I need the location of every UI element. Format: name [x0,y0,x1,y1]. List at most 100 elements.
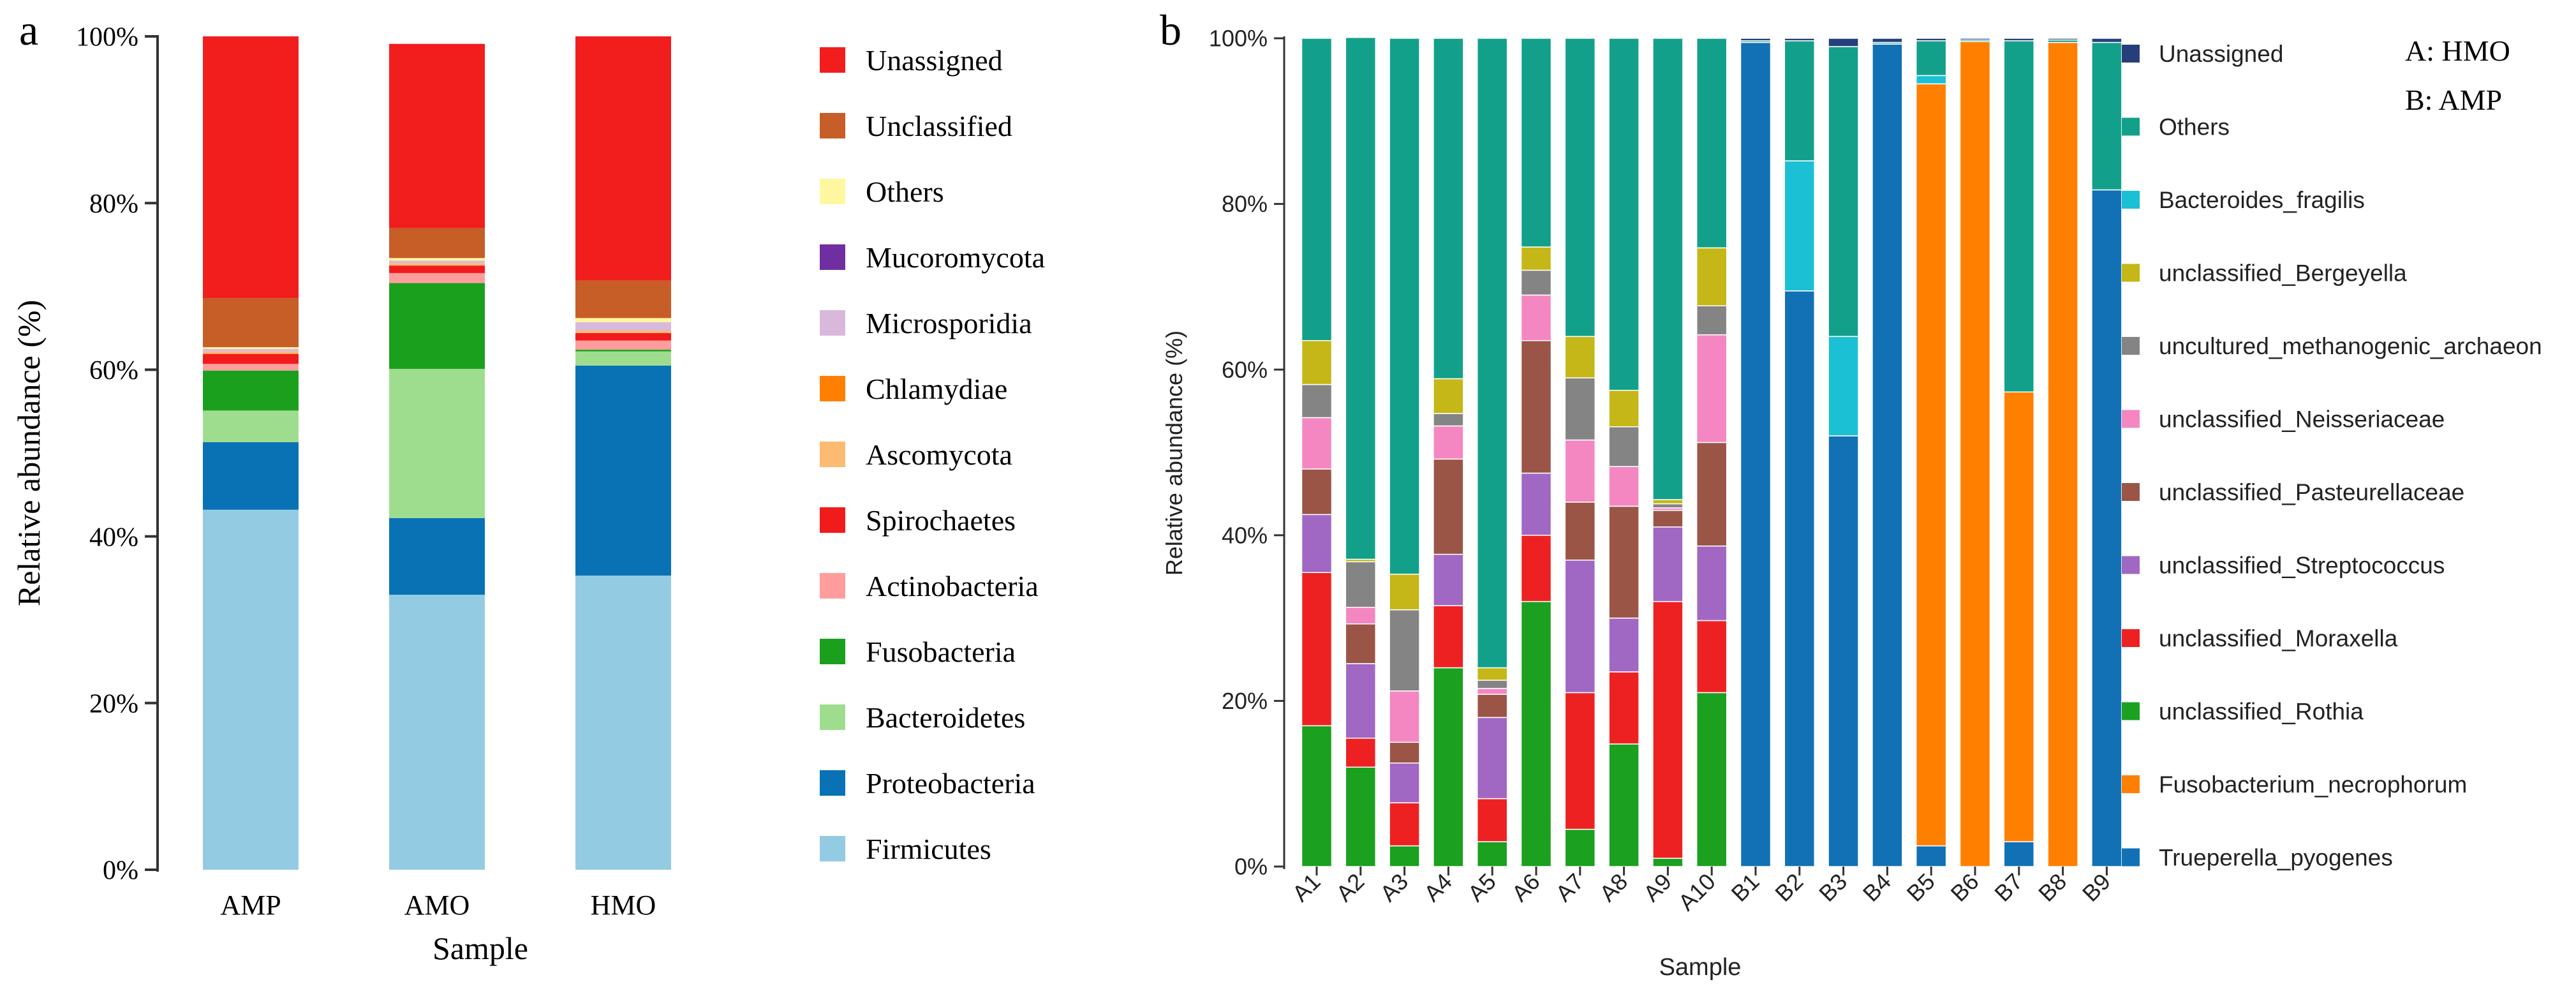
a-legend-swatch-proteobacteria [820,770,845,796]
b-bar-a10-unclassified-moraxella [1696,620,1728,694]
b-bar-a8-uncultured-methanogenic-archaeon [1608,426,1640,467]
b-x-tick-label: B6 [1946,868,1984,907]
b-bar-a6-unclassified-bergeyella [1520,246,1552,271]
b-bar-a2-unclassified-pasteurellaceae [1345,623,1377,664]
b-bar-b7-unassigned [2003,38,2035,41]
b-bar-a8-unclassified-pasteurellaceae [1608,505,1640,619]
b-bar-a7-unclassified-neisseriaceae [1564,439,1596,503]
b-bar-a4-unclassified-pasteurellaceae [1433,458,1464,555]
a-legend-swatch-unclassified [820,113,845,138]
b-bar-a9-unclassified-bergeyella [1652,499,1684,505]
a-legend-label-firmicutes: Firmicutes [866,833,991,865]
b-x-tick-label: A4 [1419,868,1457,907]
b-x-tick-label: A2 [1331,868,1369,907]
a-y-tick-label: 20% [89,690,138,719]
a-bar-amp-proteobacteria [203,442,299,510]
b-bar-b8-fusobacterium-necrophorum [2047,41,2078,867]
b-bar-a1-unclassified-streptococcus [1301,514,1333,573]
b-bar-a1-unclassified-bergeyella [1301,340,1333,385]
b-bar-a2-unclassified-streptococcus [1345,663,1377,739]
a-bar-hmo-unassigned [575,36,671,281]
a-bar-amo-bacteroidetes [389,369,485,518]
b-bar-a10-unclassified-pasteurellaceae [1696,442,1728,547]
a-legend-swatch-mucoromycota [820,244,845,270]
panel-b-x-axis-title: Sample [1659,954,1742,981]
b-bar-a9-uncultured-methanogenic-archaeon [1652,503,1684,509]
b-bar-a10-uncultured-methanogenic-archaeon [1696,305,1728,336]
panel-b-y-axis-title: Relative abundance (%) [1161,331,1187,576]
b-bar-a3-unclassified-streptococcus [1389,763,1420,803]
a-bar-amp-microsporidia [203,348,299,352]
b-bar-a5-unclassified-pasteurellaceae [1476,694,1508,719]
a-bar-amo-proteobacteria [389,518,485,595]
b-bar-a5-unclassified-moraxella [1476,798,1508,842]
b-bar-a1-others [1301,38,1333,341]
a-legend-label-proteobacteria: Proteobacteria [866,767,1035,800]
b-bar-a7-unclassified-bergeyella [1564,336,1596,378]
a-legend-label-microsporidia: Microsporidia [866,307,1032,339]
a-legend-swatch-unassigned [820,47,845,73]
b-x-tick-label: B2 [1770,868,1808,907]
b-x-tick-label: A10 [1673,868,1721,916]
a-legend-label-spirochaetes: Spirochaetes [866,504,1016,537]
b-bar-a1-unclassified-neisseriaceae [1301,417,1333,470]
a-legend-label-chlamydiae: Chlamydiae [866,373,1007,405]
a-bar-amp-others [203,347,299,349]
a-y-tick-label: 80% [89,190,138,219]
b-bar-b5-trueperella-pyogenes [1915,845,1947,867]
b-bar-a7-unclassified-pasteurellaceae [1564,502,1596,561]
b-bar-b7-fusobacterium-necrophorum [2003,391,2035,842]
b-bar-b8-unassigned [2047,38,2078,41]
a-y-tick-label: 40% [89,523,138,552]
b-bar-a5-unclassified-bergeyella [1476,667,1508,681]
b-bar-b6-unassigned [1959,38,1991,41]
a-bar-hmo-fusobacteria [575,350,671,352]
b-bar-a4-uncultured-methanogenic-archaeon [1433,413,1464,427]
b-legend-swatch-uncultured-methanogenic-archaeon [2122,337,2140,355]
a-legend-label-unclassified: Unclassified [866,110,1012,142]
b-legend-label-bacteroides-fragilis: Bacteroides_fragilis [2159,187,2365,213]
a-bar-hmo-actinobacteria [575,340,671,350]
panel-b-annotation-b: B: AMP [2405,84,2502,116]
b-legend-label-unclassified-moraxella: unclassified_Moraxella [2159,625,2398,652]
a-bar-amo-actinobacteria [389,272,485,283]
b-bar-a10-unclassified-bergeyella [1696,247,1728,307]
b-x-tick-label: A1 [1287,868,1326,907]
b-bar-b5-unassigned [1915,38,1947,41]
b-bar-a9-others [1652,38,1684,500]
a-x-tick-label: HMO [591,890,656,921]
a-legend-label-bacteroidetes: Bacteroidetes [866,701,1025,734]
b-bar-a9-unclassified-pasteurellaceae [1652,510,1684,528]
a-y-tick-label: 100% [76,23,138,52]
a-bar-amp-bacteroidetes [203,410,299,443]
b-bar-a9-unclassified-moraxella [1652,600,1684,859]
a-bar-amo-unclassified [389,228,485,258]
b-bar-a1-unclassified-moraxella [1301,572,1333,727]
b-bar-a3-others [1389,38,1420,575]
a-legend-swatch-actinobacteria [820,573,845,599]
b-y-tick-label: 100% [1209,26,1268,52]
b-bar-a2-uncultured-methanogenic-archaeon [1345,561,1377,608]
a-legend-swatch-spirochaetes [820,507,845,533]
a-bar-hmo-spirochaetes [575,332,671,341]
b-bar-a10-unclassified-streptococcus [1696,545,1728,622]
a-legend-swatch-chlamydiae [820,376,845,401]
b-bar-a3-unclassified-rothia [1389,845,1420,867]
a-legend-label-actinobacteria: Actinobacteria [866,570,1039,602]
b-bar-a10-unclassified-rothia [1696,692,1728,867]
b-bar-b2-bacteroides-fragilis [1784,160,1816,292]
b-y-tick-label: 0% [1234,854,1268,880]
b-bar-a9-unclassified-streptococcus [1652,526,1684,602]
b-bar-a8-unclassified-neisseriaceae [1608,466,1640,507]
a-bar-hmo-unclassified [575,280,671,318]
a-legend-label-ascomycota: Ascomycota [866,438,1012,471]
b-bar-b7-trueperella-pyogenes [2003,841,2035,867]
b-bar-a7-others [1564,38,1596,338]
a-legend-label-mucoromycota: Mucoromycota [866,241,1045,274]
b-bar-a7-unclassified-streptococcus [1564,559,1596,694]
b-bar-b2-unassigned [1784,38,1816,41]
panel-a-y-axis-title: Relative abundance (%) [11,300,47,606]
b-bar-a5-uncultured-methanogenic-archaeon [1476,680,1508,689]
b-legend-label-unassigned: Unassigned [2159,41,2283,67]
